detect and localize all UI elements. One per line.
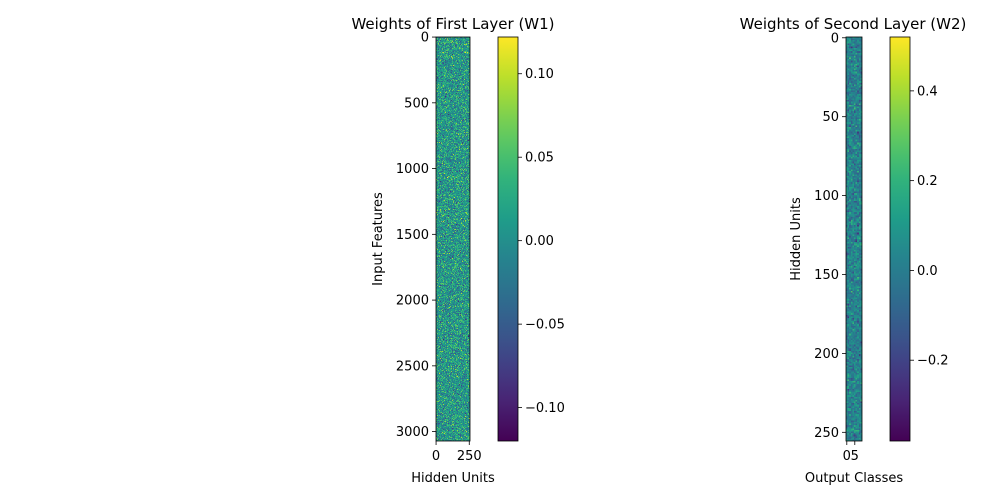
x-axis-label: Hidden Units: [411, 471, 495, 486]
y-tick-label: 0: [831, 31, 839, 46]
colorbar-tick-label: 0.2: [917, 174, 938, 189]
colorbar-tick-label: 0.0: [917, 264, 938, 279]
y-tick-label: 0: [421, 31, 429, 46]
y-tick-label: 200: [814, 347, 839, 362]
y-tick-label: 3000: [396, 425, 429, 440]
x-axis-label: Output Classes: [805, 471, 903, 486]
colorbar-tick-label: 0.05: [525, 151, 554, 166]
heatmap-frame: [435, 36, 471, 442]
y-axis-label: Hidden Units: [789, 197, 804, 281]
y-tick-label: 100: [814, 189, 839, 204]
chart-title: Weights of Second Layer (W2): [740, 15, 967, 33]
colorbar-tick-label: 0.00: [525, 234, 554, 249]
y-axis-label: Input Features: [371, 192, 386, 286]
y-tick-label: 150: [814, 268, 839, 283]
colorbar-tick-label: 0.10: [525, 67, 554, 82]
x-tick-label: 250: [457, 449, 482, 464]
y-tick-label: 1500: [396, 228, 429, 243]
y-tick-label: 2000: [396, 294, 429, 309]
colorbar: [889, 36, 911, 442]
colorbar-tick-label: −0.05: [525, 318, 565, 333]
colorbar-tick-label: 0.4: [917, 84, 938, 99]
colorbar-tick-label: −0.2: [917, 354, 949, 369]
y-tick-label: 50: [822, 110, 839, 125]
heatmap-panel-2: Weights of Second Layer (W2)050100150200…: [740, 15, 967, 486]
x-tick-label: 0: [432, 449, 440, 464]
y-tick-label: 500: [404, 96, 429, 111]
colorbar-tick-label: −0.10: [525, 401, 565, 416]
heatmap-image: [846, 37, 862, 441]
y-tick-label: 2500: [396, 359, 429, 374]
colorbar: [497, 36, 519, 442]
y-tick-label: 1000: [396, 162, 429, 177]
heatmap-panel-1: Weights of First Layer (W1)0500100015002…: [351, 15, 564, 486]
x-tick-label: 0: [843, 449, 851, 464]
x-tick-label: 5: [851, 449, 859, 464]
heatmap-image: [436, 37, 470, 441]
heatmap-frame: [845, 36, 863, 442]
y-tick-label: 250: [814, 426, 839, 441]
chart-title: Weights of First Layer (W1): [351, 15, 554, 33]
